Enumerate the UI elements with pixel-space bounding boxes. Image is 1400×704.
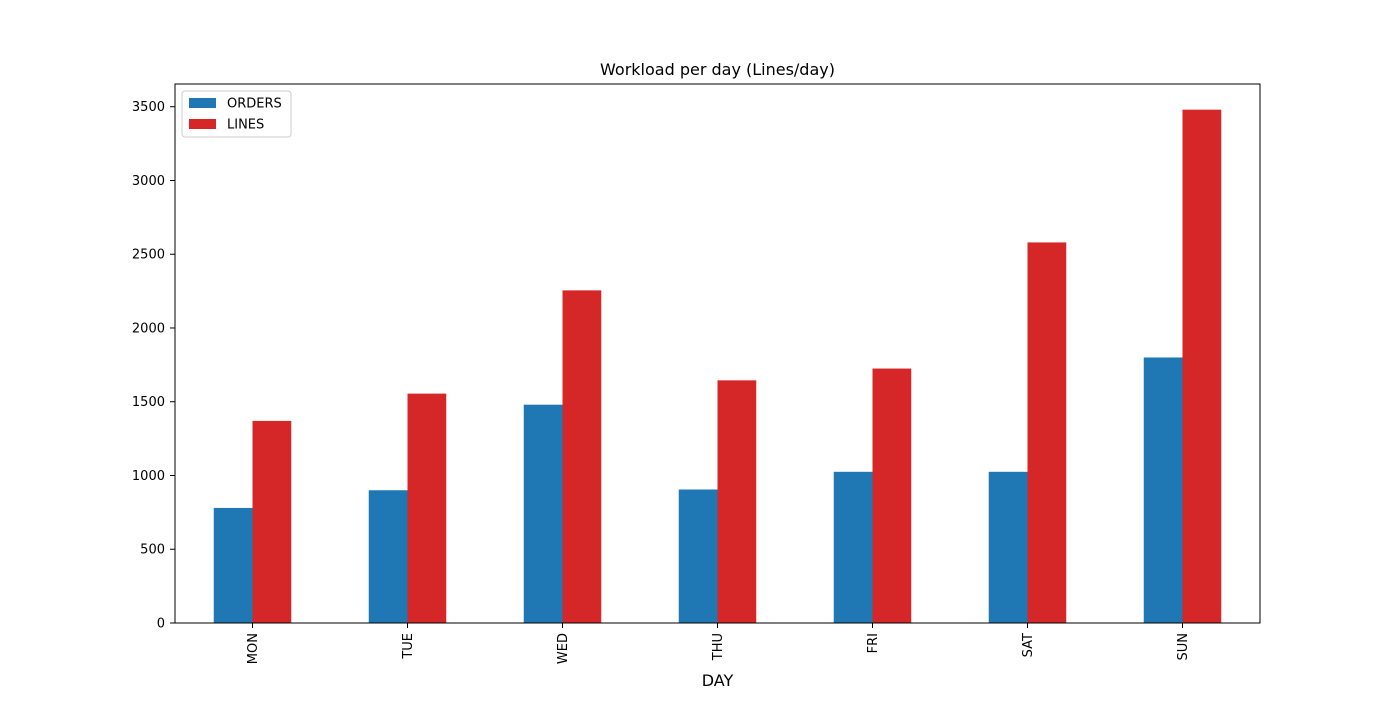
bar-lines-tue — [407, 393, 447, 623]
y-tick-label: 1500 — [132, 395, 165, 410]
bar-orders-wed — [523, 404, 563, 623]
bar-lines-sat — [1027, 242, 1067, 623]
y-tick-label: 3000 — [132, 174, 165, 189]
x-tick-label-fri: FRI — [866, 633, 881, 653]
bar-lines-fri — [872, 368, 912, 623]
legend: ORDERS LINES — [181, 90, 292, 138]
legend-swatch-lines — [189, 119, 216, 129]
legend-label-lines: LINES — [227, 118, 264, 133]
bar-lines-sun — [1182, 109, 1222, 624]
bar-orders-thu — [678, 489, 718, 623]
bar-orders-sun — [1143, 357, 1183, 623]
bar-lines-wed — [562, 290, 602, 623]
x-tick-label-tue: TUE — [401, 633, 416, 660]
bar-lines-thu — [717, 380, 757, 623]
bar-orders-fri — [833, 471, 873, 623]
y-tick-label: 3500 — [132, 100, 165, 115]
y-tick-label: 500 — [140, 543, 165, 558]
bar-lines-mon — [252, 420, 292, 623]
x-tick-label-sun: SUN — [1176, 633, 1191, 661]
y-tick-label: 0 — [157, 617, 165, 632]
x-axis: MON TUE WED THU FRI SAT SUN — [246, 623, 1191, 664]
legend-swatch-orders — [189, 98, 216, 108]
y-tick-label: 2500 — [132, 248, 165, 263]
y-tick-label: 1000 — [132, 469, 165, 484]
bar-orders-mon — [213, 507, 253, 623]
x-axis-label: DAY — [702, 671, 734, 690]
x-tick-label-mon: MON — [246, 633, 261, 664]
chart-title: Workload per day (Lines/day) — [600, 60, 835, 79]
x-tick-label-wed: WED — [556, 633, 571, 664]
bars-group — [213, 109, 1222, 624]
bar-orders-sat — [988, 471, 1028, 623]
y-tick-label: 2000 — [132, 321, 165, 336]
x-tick-label-sat: SAT — [1021, 633, 1036, 657]
x-tick-label-thu: THU — [711, 633, 726, 661]
y-axis: 0 500 1000 1500 2000 2500 3000 3500 — [132, 100, 175, 632]
legend-label-orders: ORDERS — [227, 97, 282, 112]
bar-orders-tue — [368, 490, 408, 623]
